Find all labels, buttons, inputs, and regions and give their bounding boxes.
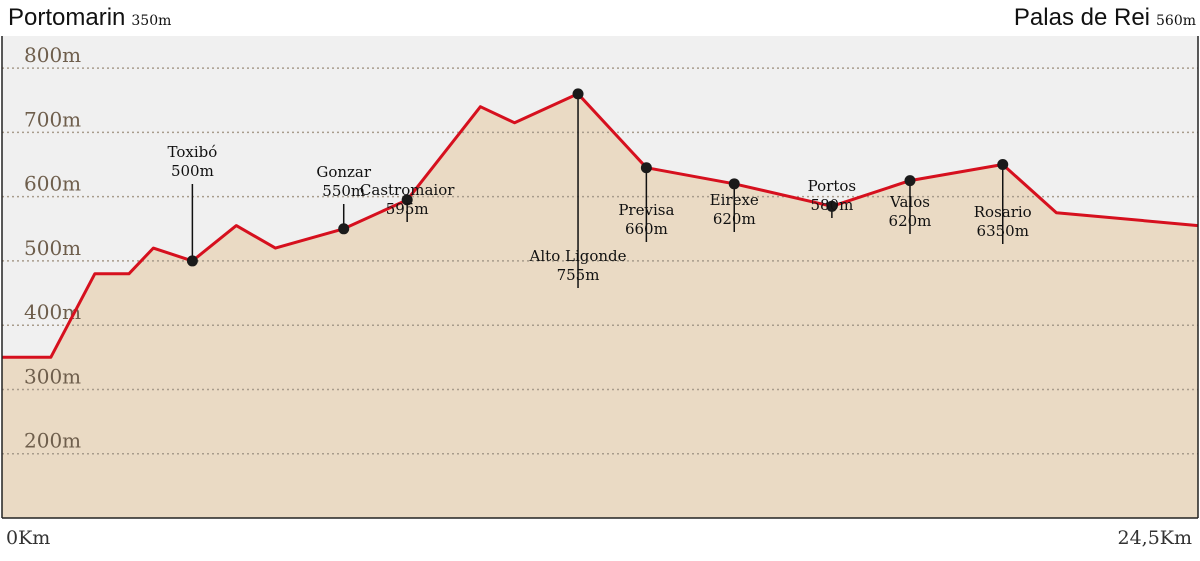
elevation-area xyxy=(2,93,1198,519)
elevation-line xyxy=(2,92,1199,359)
x-tick-label-end: 24,5Km xyxy=(1117,527,1192,549)
point-value-label: 620m xyxy=(889,212,932,230)
point-marker xyxy=(728,178,740,190)
point-name-label: Portos xyxy=(808,177,856,195)
y-tick-label: 600m xyxy=(24,172,81,196)
point-value-label: 6350m xyxy=(977,222,1029,240)
start-town-altitude: 350m xyxy=(131,13,172,29)
end-town-altitude: 560m xyxy=(1156,13,1196,29)
y-tick-label: 800m xyxy=(24,43,81,67)
y-tick-label: 300m xyxy=(24,364,81,388)
point-name-label: Previsa xyxy=(618,201,674,219)
point-name-label: Toxibó xyxy=(168,143,218,161)
point-name-label: Eirexe xyxy=(710,191,759,209)
point-name-label: Valos xyxy=(889,193,930,211)
y-tick-label: 400m xyxy=(24,300,81,324)
x-tick-label-start: 0Km xyxy=(6,527,50,549)
point-marker xyxy=(640,162,652,174)
point-name-label: Castromaior xyxy=(360,181,455,199)
point-marker xyxy=(401,194,413,206)
point-name-label: Alto Ligonde xyxy=(529,247,627,265)
point-marker xyxy=(826,200,838,212)
y-tick-label: 500m xyxy=(24,236,81,260)
point-value-label: 620m xyxy=(713,210,756,228)
end-town-header: Palas de Rei 560m xyxy=(1014,4,1196,32)
y-tick-label: 200m xyxy=(24,429,81,453)
point-marker xyxy=(997,159,1009,171)
point-marker xyxy=(186,255,198,267)
point-marker xyxy=(904,175,916,187)
point-name-label: Gonzar xyxy=(316,163,372,181)
point-value-label: 550m xyxy=(322,182,365,200)
point-value-label: 580m xyxy=(810,196,853,214)
point-name-label: Rosario xyxy=(974,203,1032,221)
end-town-name: Palas de Rei xyxy=(1013,4,1150,31)
point-value-label: 500m xyxy=(171,162,214,180)
point-value-label: 660m xyxy=(625,220,668,238)
point-marker xyxy=(338,223,350,235)
point-value-label: 755m xyxy=(557,266,600,284)
start-town-name: Portomarin xyxy=(8,4,126,31)
point-marker xyxy=(572,88,584,100)
y-tick-label: 700m xyxy=(24,107,81,131)
start-town-header: Portomarin 350m xyxy=(8,4,171,32)
point-value-label: 595m xyxy=(386,200,429,218)
